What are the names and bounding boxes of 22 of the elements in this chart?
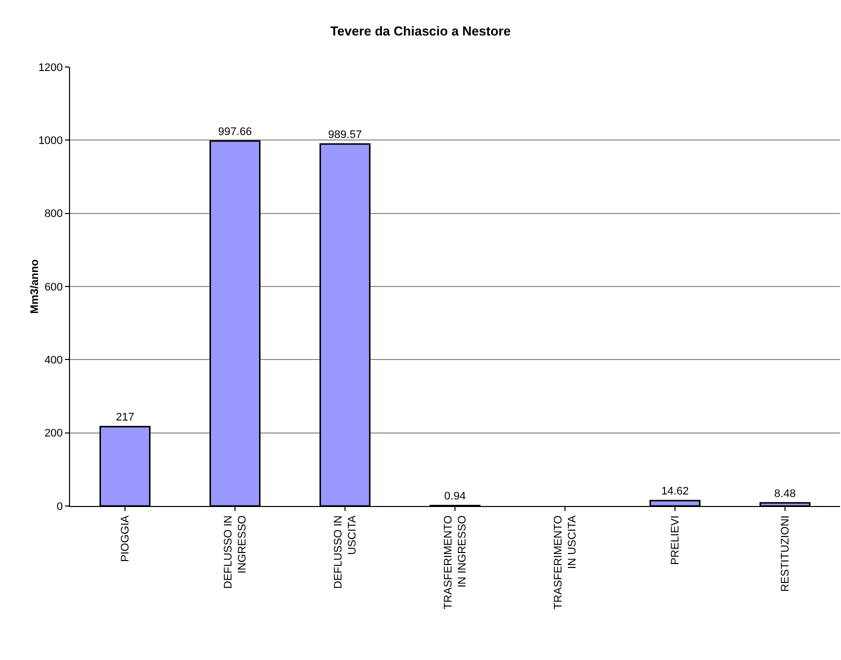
data-label: 14.62 <box>661 486 689 498</box>
data-label: 997.66 <box>218 126 252 138</box>
data-label: 0.94 <box>444 490 466 503</box>
y-tick-label: 600 <box>44 281 63 294</box>
x-tick-label: PIOGGIA <box>120 514 132 562</box>
y-tick-label: 1000 <box>38 135 63 148</box>
y-tick-label: 1200 <box>38 62 63 74</box>
data-label: 217 <box>116 412 134 424</box>
data-label: 989.57 <box>328 128 362 141</box>
x-tick-label: TRASFERIMENTO IN USCITA <box>552 514 579 610</box>
x-tick-label: DEFLUSSO IN INGRESSO <box>222 514 249 589</box>
x-tick-label: DEFLUSSO IN USCITA <box>332 514 359 589</box>
y-tick-label: 400 <box>44 354 63 367</box>
chart-title: Tevere da Chiascio a Nestore <box>330 24 511 38</box>
x-tick-label: RESTITUZIONI <box>780 515 792 592</box>
y-axis-title: Mm3/anno <box>29 259 41 314</box>
y-tick-label: 0 <box>56 500 63 513</box>
data-label: 8.48 <box>774 488 796 500</box>
x-tick-label: PRELIEVI <box>670 515 682 565</box>
y-tick-label: 800 <box>44 208 63 220</box>
x-tick-label: TRASFERIMENTO IN INGRESSO <box>442 514 469 610</box>
y-tick-label: 200 <box>44 428 63 440</box>
